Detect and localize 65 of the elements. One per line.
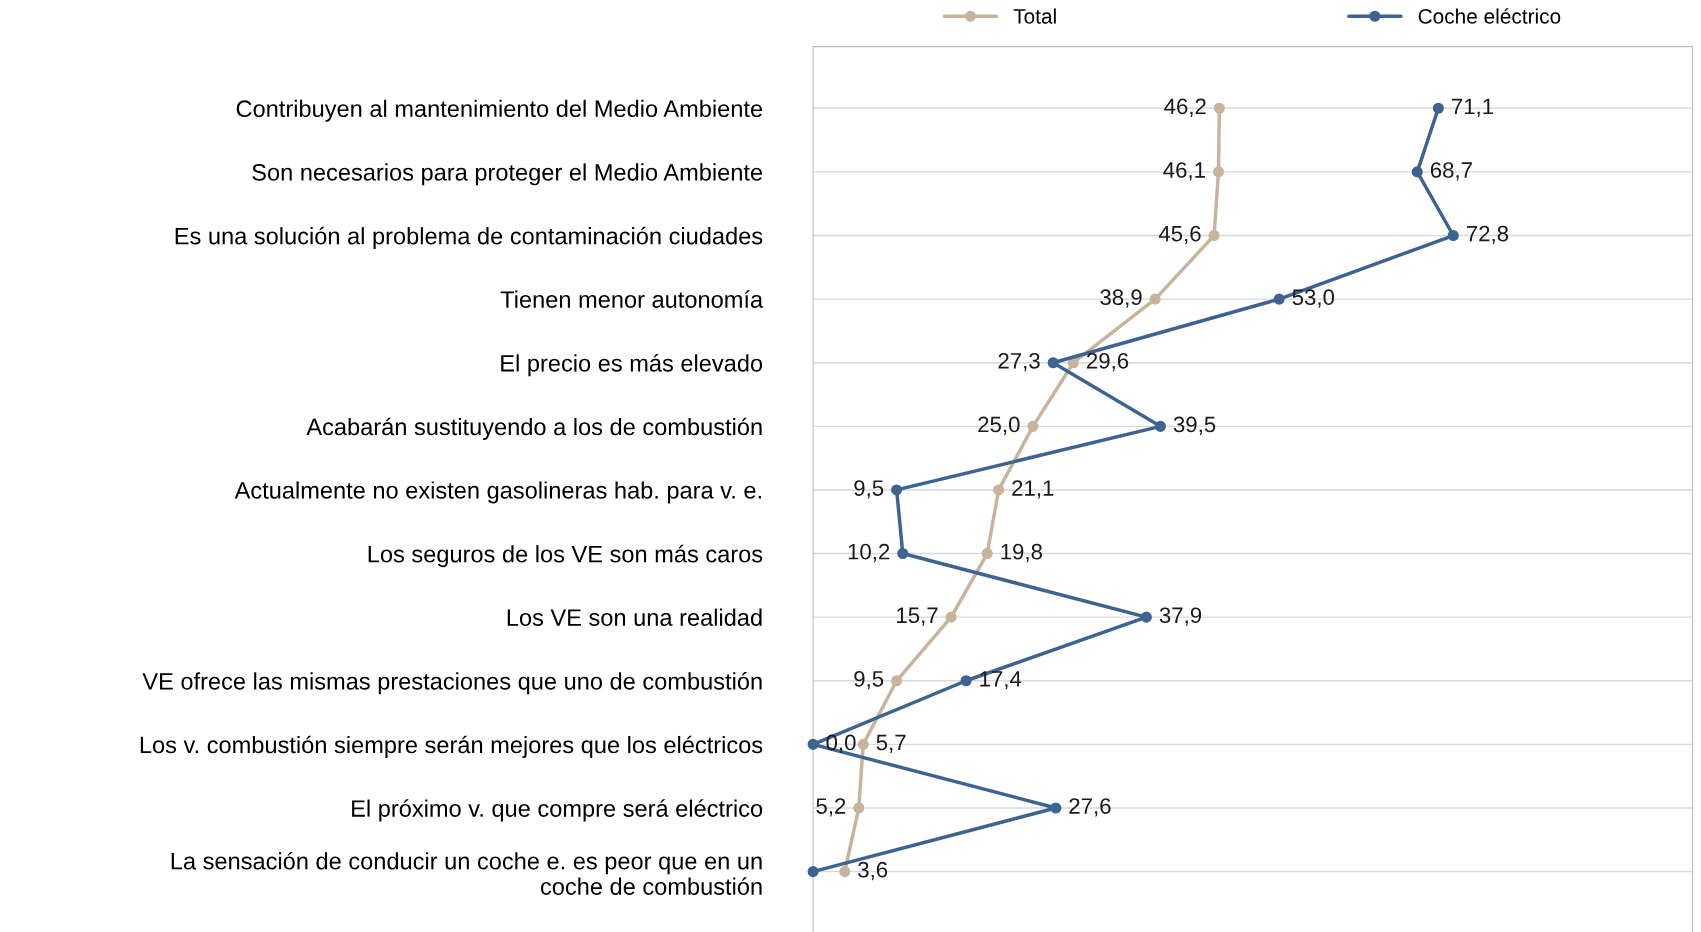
y-tick-label: Actualmente no existen gasolineras hab. para v. e. [234,481,761,504]
data-label: 46,2 [1164,98,1206,117]
point [1212,166,1225,178]
point [839,866,851,878]
data-label: 38,9 [1100,289,1142,308]
data-label: 25,0 [978,416,1020,435]
data-label: 39,5 [1173,416,1216,435]
y-tick-label: Los v. combustión siempre serán mejores que los eléctricos [140,735,763,758]
y-tick-label: Los seguros de los VE son más caros [368,544,763,568]
point [807,866,819,878]
point [1140,611,1152,623]
point [891,484,903,496]
legend-label: Total [1013,8,1056,24]
y-tick-label: La sensación de conducir un coche e. es peor que en un coche de combustión [171,851,762,895]
legend-label: Coche eléctrico [1418,8,1561,24]
point [1411,166,1423,178]
y-tick-label: Contribuyen al mantenimiento del Medio Ambiente [236,99,763,122]
data-label: 46,1 [1163,162,1205,181]
point [981,547,993,560]
y-tick-label: El precio es más elevado [501,354,763,377]
data-label: 72,8 [1466,225,1509,245]
point [1027,420,1039,432]
data-label: 53,0 [1292,289,1335,308]
point [1208,229,1220,242]
data-label: 27,6 [1069,798,1111,817]
point [993,484,1005,496]
data-label: 37,9 [1159,607,1202,626]
point [1154,420,1167,432]
point [897,547,909,560]
data-label: 21,1 [1012,480,1054,499]
data-label: 17,4 [980,671,1022,690]
point [1273,293,1285,305]
point [1149,293,1161,305]
data-label: 5,2 [816,798,846,817]
data-label: 71,1 [1451,98,1494,117]
point [1447,229,1459,242]
point [1213,102,1225,114]
data-label: 5,7 [876,734,906,753]
y-tick-label: VE ofrece las mismas prestaciones que uno de combustión [142,672,762,695]
data-label: 9,5 [854,670,884,690]
point [1432,102,1444,114]
data-label: 29,6 [1087,352,1129,372]
data-label: 0,0 [826,734,856,753]
y-tick-label: Acabarán sustituyendo a los de combustión [306,417,762,440]
point [1050,802,1062,814]
data-label: 9,5 [854,480,884,499]
data-label: 68,7 [1430,162,1472,181]
y-tick-label: Tienen menor autonomía [500,290,764,308]
point [945,611,957,623]
point [807,738,819,750]
point [857,738,869,750]
y-tick-label: Son necesarios para proteger el Medio Ambiente [252,163,763,186]
data-label: 3,6 [858,861,888,881]
point [960,675,972,687]
data-label: 45,6 [1158,225,1201,245]
y-tick-label: El próximo v. que compre será eléctrico [352,799,763,822]
point [853,802,865,814]
point [891,675,903,687]
y-tick-label: Los VE son una realidad [507,608,762,626]
point [1047,357,1059,369]
data-label: 19,8 [1001,543,1042,563]
data-label: 15,7 [897,607,938,626]
y-tick-label: Es una solución al problema de contaminación ciudades [175,226,763,250]
data-label: 27,3 [998,352,1040,372]
data-label: 10,2 [848,543,890,563]
